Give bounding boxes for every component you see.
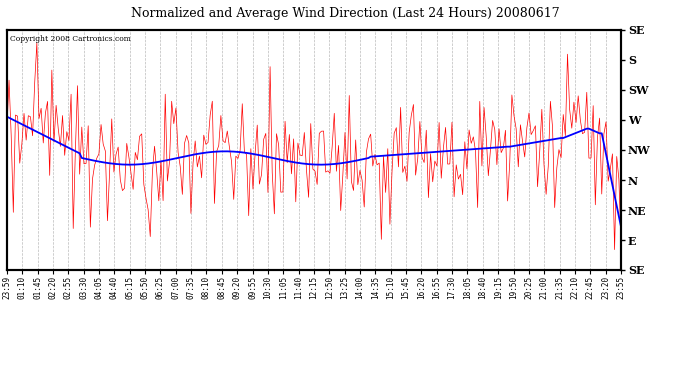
Text: Normalized and Average Wind Direction (Last 24 Hours) 20080617: Normalized and Average Wind Direction (L… xyxy=(130,8,560,21)
Text: Copyright 2008 Cartronics.com: Copyright 2008 Cartronics.com xyxy=(10,35,131,43)
